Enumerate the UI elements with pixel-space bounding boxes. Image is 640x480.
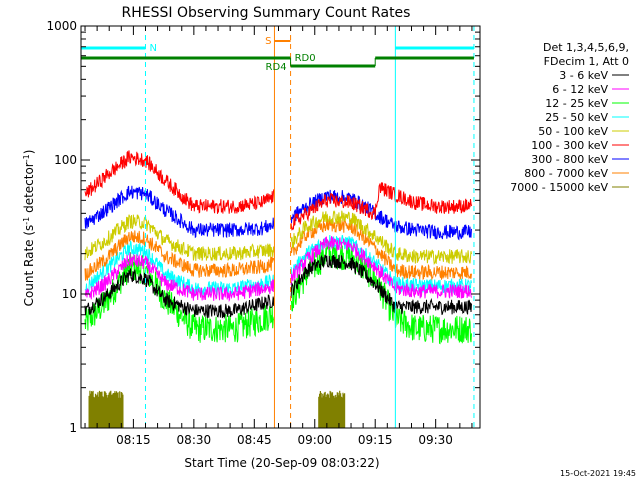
saa-bar-label: S xyxy=(265,36,271,47)
y-tick-label: 10 xyxy=(62,287,77,301)
y-axis-label-part: ) xyxy=(22,150,36,155)
legend-entry-label: 100 - 300 keV xyxy=(531,139,608,152)
legend-header-line: FDecim 1, Att 0 xyxy=(544,55,629,68)
legend-entry-label: 12 - 25 keV xyxy=(545,97,608,110)
x-tick-label: 09:30 xyxy=(418,433,453,447)
annotation-layer: N S RD4 RD0 xyxy=(80,26,475,428)
y-tick-label: 100 xyxy=(54,153,77,167)
x-tick-label: 08:30 xyxy=(177,433,212,447)
legend-entry-label: 800 - 7000 keV xyxy=(524,167,608,180)
x-tick-label: 08:15 xyxy=(116,433,151,447)
generated-timestamp: 15-Oct-2021 19:45 xyxy=(560,469,636,478)
legend: Det 1,3,4,5,6,9,FDecim 1, Att 03 - 6 keV… xyxy=(510,41,629,194)
high-energy-burst-1 xyxy=(318,390,346,428)
x-axis-label: Start Time (20-Sep-09 08:03:22) xyxy=(184,456,379,470)
night-bar-label: N xyxy=(149,43,156,54)
legend-entry-label: 6 - 12 keV xyxy=(552,83,608,96)
y-tick-label: 1 xyxy=(69,421,77,435)
plot-frame xyxy=(80,25,481,429)
axes-layer: 1 10 100 1000 08:15 08:30 08:45 09:00 09:15 09:30 xyxy=(46,19,480,447)
y-axis-label-sup: -1 xyxy=(22,154,31,162)
y-axis-label-part: detector xyxy=(22,162,36,217)
legend-entry-label: 7000 - 15000 keV xyxy=(510,181,608,194)
decimation-label-rd0: RD0 xyxy=(295,53,316,64)
series-line-7 xyxy=(84,217,472,281)
series-line-5 xyxy=(84,150,472,231)
y-axis-label-sup: -1 xyxy=(22,217,31,225)
legend-header-line: Det 1,3,4,5,6,9, xyxy=(543,41,629,54)
legend-entry-label: 25 - 50 keV xyxy=(545,111,608,124)
series-line-4 xyxy=(84,210,472,265)
decimation-label-rd4: RD4 xyxy=(266,62,287,73)
chart-title: RHESSI Observing Summary Count Rates xyxy=(122,5,411,21)
x-tick-label: 08:45 xyxy=(237,433,272,447)
y-tick-label: 1000 xyxy=(46,19,77,33)
y-axis-label-part: Count Rate (s xyxy=(22,225,36,307)
series-line-6 xyxy=(84,185,472,241)
high-energy-burst-0 xyxy=(88,390,124,428)
series-line-0 xyxy=(84,254,472,319)
legend-entry-label: 50 - 100 keV xyxy=(538,125,608,138)
x-tick-label: 09:00 xyxy=(297,433,332,447)
series-layer xyxy=(84,150,472,428)
y-axis-label: Count Rate (s-1 detector-1) xyxy=(22,150,37,307)
series-line-2 xyxy=(84,240,472,345)
legend-entry-label: 300 - 800 keV xyxy=(531,153,608,166)
x-tick-label: 09:15 xyxy=(358,433,393,447)
series-line-1 xyxy=(84,236,472,303)
legend-entry-label: 3 - 6 keV xyxy=(559,69,608,82)
